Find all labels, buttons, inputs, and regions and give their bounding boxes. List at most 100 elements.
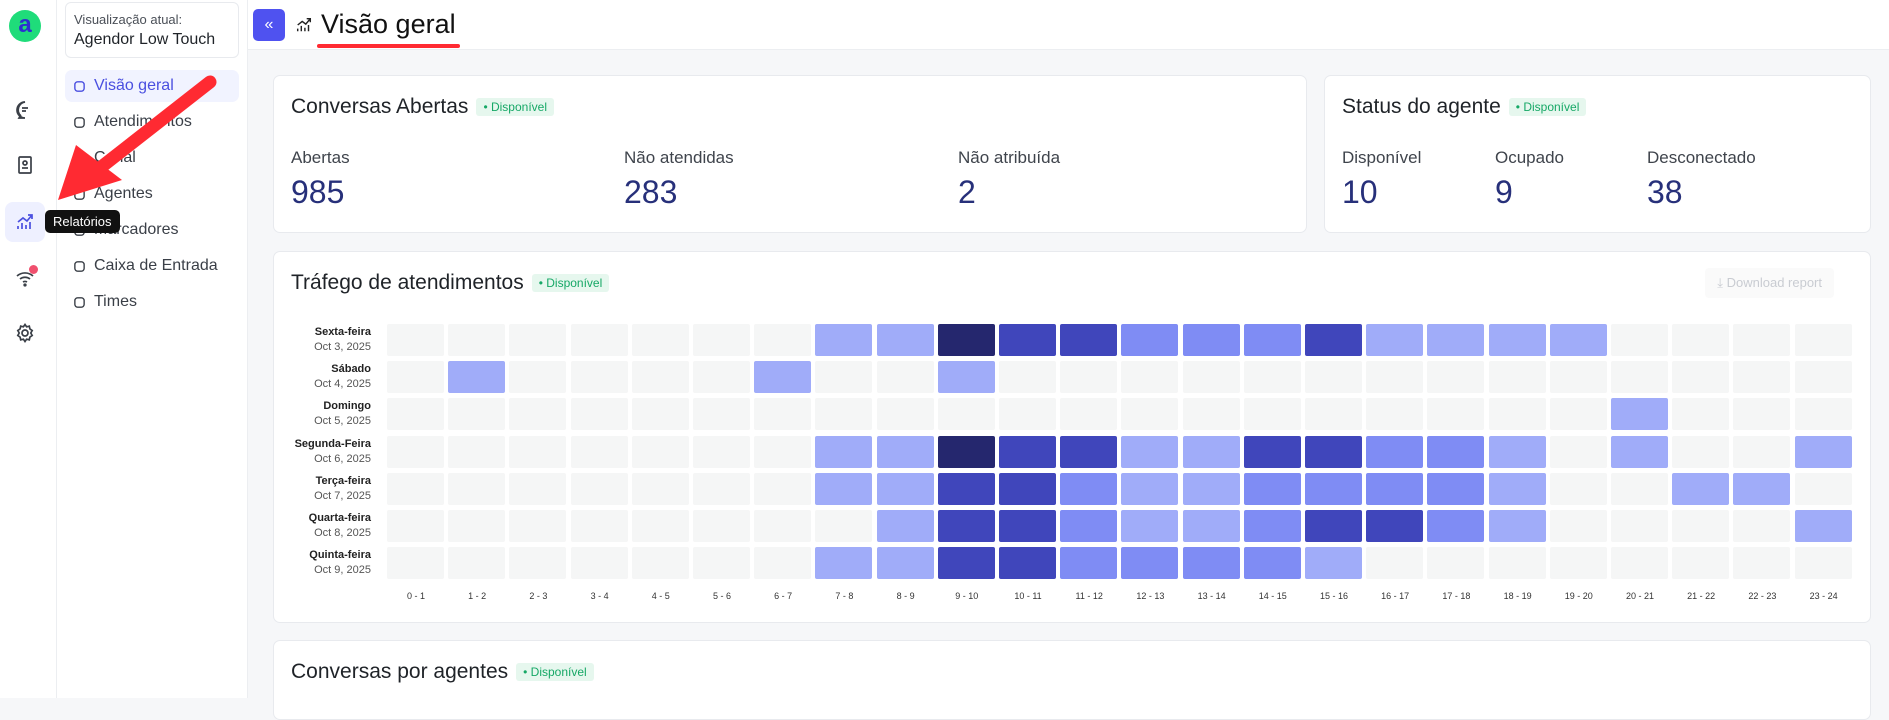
heatmap-cell[interactable] bbox=[631, 510, 689, 542]
heatmap-cell[interactable] bbox=[1305, 547, 1362, 580]
heatmap-cell[interactable] bbox=[1305, 324, 1362, 356]
heatmap-cell[interactable] bbox=[754, 398, 812, 431]
heatmap-cell[interactable] bbox=[1060, 361, 1118, 394]
heatmap-cell[interactable] bbox=[754, 435, 812, 468]
heatmap-cell[interactable] bbox=[1121, 435, 1179, 468]
heatmap-cell[interactable] bbox=[1060, 435, 1118, 468]
heatmap-cell[interactable] bbox=[448, 324, 506, 356]
heatmap-cell[interactable] bbox=[999, 324, 1056, 356]
heatmap-cell[interactable] bbox=[815, 547, 873, 580]
heatmap-cell[interactable] bbox=[1121, 547, 1179, 580]
heatmap-cell[interactable] bbox=[876, 435, 934, 468]
heatmap-cell[interactable] bbox=[1611, 361, 1668, 394]
heatmap-cell[interactable] bbox=[1733, 510, 1791, 542]
sidebar-item-times[interactable]: Times bbox=[65, 286, 239, 318]
download-report-button[interactable]: ⤓ Download report bbox=[1705, 268, 1834, 298]
heatmap-cell[interactable] bbox=[1121, 510, 1179, 542]
heatmap-cell[interactable] bbox=[509, 361, 567, 394]
heatmap-cell[interactable] bbox=[1672, 435, 1730, 468]
heatmap-cell[interactable] bbox=[1733, 398, 1791, 431]
heatmap-cell[interactable] bbox=[693, 398, 750, 431]
heatmap-cell[interactable] bbox=[1733, 472, 1791, 505]
heatmap-cell[interactable] bbox=[1182, 510, 1240, 542]
sidebar-item-atendimentos[interactable]: Atendimentos bbox=[65, 106, 239, 138]
heatmap-cell[interactable] bbox=[509, 398, 567, 431]
heatmap-cell[interactable] bbox=[999, 361, 1056, 394]
heatmap-cell[interactable] bbox=[509, 324, 567, 356]
heatmap-cell[interactable] bbox=[937, 361, 995, 394]
sidebar-item-caixa-de-entrada[interactable]: Caixa de Entrada bbox=[65, 250, 239, 282]
heatmap-cell[interactable] bbox=[1305, 510, 1362, 542]
heatmap-cell[interactable] bbox=[1549, 361, 1607, 394]
heatmap-cell[interactable] bbox=[509, 547, 567, 580]
heatmap-cell[interactable] bbox=[1182, 324, 1240, 356]
heatmap-cell[interactable] bbox=[1611, 472, 1668, 505]
heatmap-cell[interactable] bbox=[509, 510, 567, 542]
heatmap-cell[interactable] bbox=[570, 547, 628, 580]
heatmap-cell[interactable] bbox=[754, 472, 812, 505]
heatmap-cell[interactable] bbox=[1672, 398, 1730, 431]
heatmap-cell[interactable] bbox=[1121, 361, 1179, 394]
heatmap-cell[interactable] bbox=[448, 547, 506, 580]
heatmap-cell[interactable] bbox=[937, 510, 995, 542]
heatmap-cell[interactable] bbox=[1611, 510, 1668, 542]
heatmap-cell[interactable] bbox=[876, 324, 934, 356]
heatmap-cell[interactable] bbox=[815, 361, 873, 394]
heatmap-cell[interactable] bbox=[1672, 361, 1730, 394]
heatmap-cell[interactable] bbox=[937, 547, 995, 580]
heatmap-cell[interactable] bbox=[1366, 510, 1424, 542]
heatmap-cell[interactable] bbox=[1549, 547, 1607, 580]
heatmap-cell[interactable] bbox=[1611, 398, 1668, 431]
heatmap-cell[interactable] bbox=[1794, 547, 1852, 580]
heatmap-cell[interactable] bbox=[754, 324, 812, 356]
sidebar-item-canal[interactable]: Canal bbox=[65, 142, 239, 174]
heatmap-cell[interactable] bbox=[693, 472, 750, 505]
heatmap-cell[interactable] bbox=[1121, 398, 1179, 431]
heatmap-cell[interactable] bbox=[570, 398, 628, 431]
heatmap-cell[interactable] bbox=[937, 398, 995, 431]
heatmap-cell[interactable] bbox=[1366, 547, 1424, 580]
heatmap-cell[interactable] bbox=[570, 510, 628, 542]
heatmap-cell[interactable] bbox=[1488, 398, 1546, 431]
heatmap-cell[interactable] bbox=[815, 324, 873, 356]
heatmap-cell[interactable] bbox=[1427, 398, 1485, 431]
heatmap-cell[interactable] bbox=[509, 472, 567, 505]
heatmap-cell[interactable] bbox=[1305, 472, 1362, 505]
heatmap-cell[interactable] bbox=[1182, 435, 1240, 468]
heatmap-cell[interactable] bbox=[1672, 472, 1730, 505]
heatmap-cell[interactable] bbox=[570, 324, 628, 356]
heatmap-cell[interactable] bbox=[1060, 324, 1118, 356]
heatmap-cell[interactable] bbox=[387, 547, 444, 580]
heatmap-cell[interactable] bbox=[387, 435, 444, 468]
heatmap-cell[interactable] bbox=[631, 472, 689, 505]
heatmap-cell[interactable] bbox=[1243, 510, 1301, 542]
heatmap-cell[interactable] bbox=[387, 398, 444, 431]
heatmap-cell[interactable] bbox=[1427, 510, 1485, 542]
heatmap-cell[interactable] bbox=[387, 324, 444, 356]
heatmap-cell[interactable] bbox=[387, 361, 444, 394]
heatmap-cell[interactable] bbox=[937, 472, 995, 505]
heatmap-cell[interactable] bbox=[1366, 435, 1424, 468]
heatmap-cell[interactable] bbox=[1060, 547, 1118, 580]
heatmap-cell[interactable] bbox=[815, 435, 873, 468]
heatmap-cell[interactable] bbox=[387, 510, 444, 542]
heatmap-cell[interactable] bbox=[1549, 324, 1607, 356]
heatmap-cell[interactable] bbox=[1794, 510, 1852, 542]
heatmap-cell[interactable] bbox=[1488, 361, 1546, 394]
heatmap-cell[interactable] bbox=[1182, 472, 1240, 505]
heatmap-cell[interactable] bbox=[815, 398, 873, 431]
heatmap-cell[interactable] bbox=[1488, 510, 1546, 542]
heatmap-cell[interactable] bbox=[1549, 510, 1607, 542]
heatmap-cell[interactable] bbox=[1794, 361, 1852, 394]
settings-nav[interactable] bbox=[5, 313, 45, 353]
heatmap-cell[interactable] bbox=[1733, 547, 1791, 580]
heatmap-cell[interactable] bbox=[631, 547, 689, 580]
heatmap-cell[interactable] bbox=[1243, 398, 1301, 431]
heatmap-cell[interactable] bbox=[631, 361, 689, 394]
heatmap-cell[interactable] bbox=[631, 398, 689, 431]
heatmap-cell[interactable] bbox=[754, 510, 812, 542]
heatmap-cell[interactable] bbox=[1427, 472, 1485, 505]
heatmap-cell[interactable] bbox=[1182, 361, 1240, 394]
heatmap-cell[interactable] bbox=[1549, 435, 1607, 468]
heatmap-cell[interactable] bbox=[1243, 324, 1301, 356]
